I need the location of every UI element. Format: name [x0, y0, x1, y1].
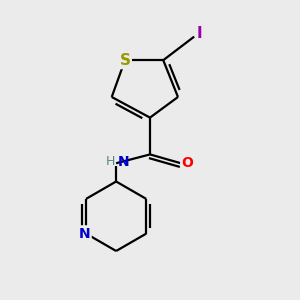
Text: O: O	[182, 156, 193, 170]
Text: H: H	[105, 155, 115, 168]
Text: I: I	[197, 26, 202, 41]
Text: N: N	[79, 226, 90, 241]
Text: S: S	[119, 53, 130, 68]
Text: N: N	[118, 155, 129, 169]
